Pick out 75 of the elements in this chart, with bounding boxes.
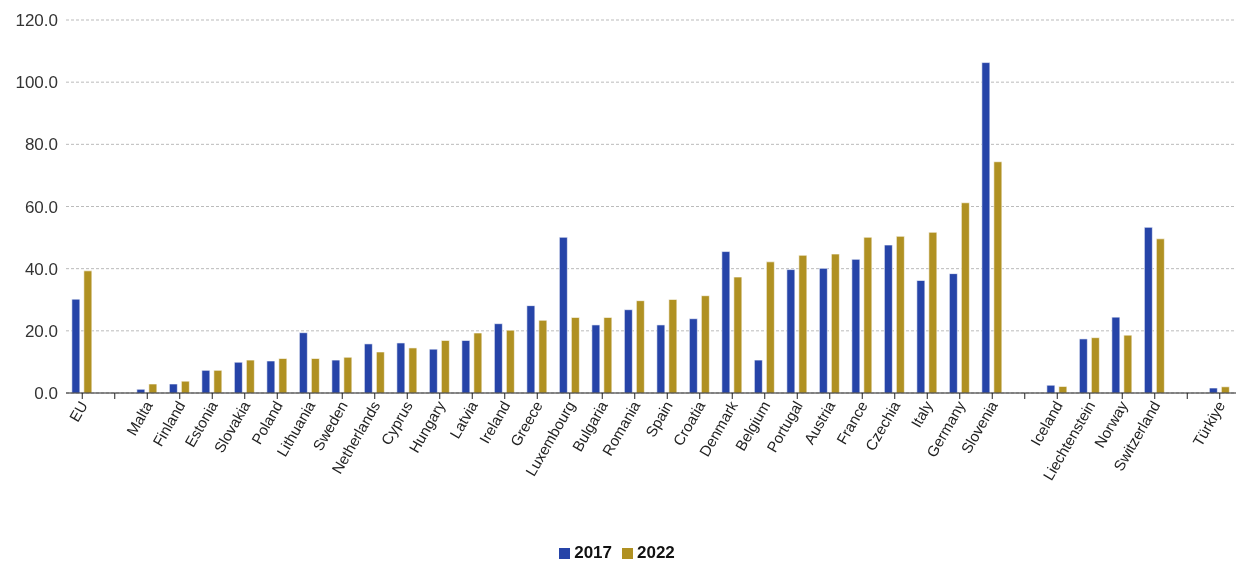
bar xyxy=(213,370,223,393)
bar xyxy=(526,305,536,393)
bar xyxy=(266,360,276,393)
bar xyxy=(831,253,840,393)
bar xyxy=(981,62,991,393)
bar xyxy=(364,343,373,393)
bar xyxy=(473,332,483,393)
bar xyxy=(1046,384,1056,393)
bar xyxy=(148,383,158,393)
bar xyxy=(396,342,406,393)
bar xyxy=(429,348,438,393)
bar xyxy=(461,340,471,393)
bar xyxy=(851,259,861,393)
bar xyxy=(766,261,775,393)
y-tick-label: 20.0 xyxy=(24,321,58,341)
bar xyxy=(949,273,958,393)
bar xyxy=(494,323,503,393)
bar xyxy=(603,317,613,393)
bar xyxy=(571,317,580,393)
bar xyxy=(1209,387,1218,393)
bar xyxy=(819,268,828,393)
bar xyxy=(668,299,678,393)
bar xyxy=(896,236,905,393)
bar xyxy=(863,236,873,393)
bar xyxy=(636,300,645,393)
bar xyxy=(701,295,710,393)
bar xyxy=(916,280,926,393)
bar xyxy=(559,236,568,393)
bar xyxy=(884,244,893,393)
bar xyxy=(408,347,418,393)
bar xyxy=(278,358,288,393)
bar xyxy=(1091,337,1100,393)
y-tick-label: 80.0 xyxy=(24,135,58,155)
y-tick-label: 40.0 xyxy=(24,259,58,279)
bar xyxy=(376,351,385,393)
y-tick-label: 0.0 xyxy=(34,384,58,404)
bar xyxy=(721,251,731,393)
bar xyxy=(506,329,515,393)
bar xyxy=(169,383,178,393)
y-tick-label: 120.0 xyxy=(15,11,58,31)
x-tick-label: EU xyxy=(65,398,91,425)
bar xyxy=(181,380,190,393)
bar xyxy=(656,324,666,393)
y-tick-label: 60.0 xyxy=(24,197,58,217)
bar xyxy=(246,359,255,393)
bar xyxy=(961,202,970,393)
bar xyxy=(311,358,320,393)
bar xyxy=(1058,386,1068,393)
bar xyxy=(786,269,796,393)
bar xyxy=(1111,316,1121,393)
legend-label: 2022 xyxy=(637,543,675,562)
bar xyxy=(993,161,1003,393)
bar xyxy=(331,359,341,393)
bar xyxy=(798,255,808,393)
bar xyxy=(83,270,93,393)
bar xyxy=(441,340,450,393)
bar xyxy=(201,370,211,393)
y-tick-label: 100.0 xyxy=(15,73,58,93)
bar xyxy=(591,324,601,393)
bar xyxy=(928,232,938,393)
bar xyxy=(71,298,81,393)
bar xyxy=(1144,227,1153,393)
bar xyxy=(1156,238,1165,393)
bar xyxy=(234,361,243,393)
legend-label: 2017 xyxy=(574,543,612,562)
bar xyxy=(1123,334,1133,393)
bar xyxy=(343,356,353,393)
bar xyxy=(1079,338,1088,393)
bar xyxy=(689,318,698,393)
bar xyxy=(624,309,633,393)
bar xyxy=(1221,386,1230,393)
bar xyxy=(733,276,743,393)
bar xyxy=(538,319,548,393)
bar xyxy=(754,359,763,393)
bar xyxy=(299,332,308,393)
